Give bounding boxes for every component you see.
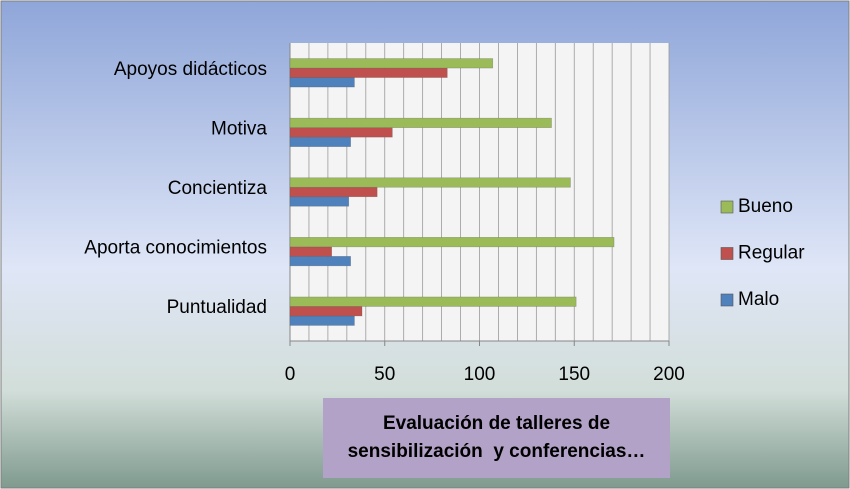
bar (289, 136, 351, 147)
bar (289, 77, 355, 88)
chart-title: Evaluación de talleres de sensibilizació… (323, 398, 670, 478)
bar (289, 186, 378, 198)
bar (289, 196, 350, 207)
legend-label: Malo (738, 289, 779, 310)
legend-label: Regular (738, 243, 805, 264)
y-tick-label: Motiva (211, 118, 267, 139)
x-tick-label: 100 (464, 364, 496, 385)
x-tick-label: 200 (653, 364, 685, 385)
bar (289, 177, 571, 188)
x-tick-label: 0 (285, 364, 296, 385)
legend-swatch (720, 200, 734, 214)
bar (289, 58, 494, 69)
bar (289, 296, 577, 307)
bar (289, 117, 552, 128)
y-tick-label: Aporta conocimientos (84, 238, 267, 259)
y-tick-label: Concientiza (168, 178, 268, 199)
bar (289, 315, 355, 326)
legend-swatch (720, 247, 734, 260)
bar (289, 237, 615, 248)
bar (289, 246, 332, 257)
x-tick-label: 150 (558, 364, 590, 385)
bar (289, 127, 393, 138)
bar (289, 306, 363, 317)
x-tick-label: 50 (374, 364, 395, 385)
y-tick-label: Puntualidad (167, 297, 267, 318)
legend-label: Bueno (738, 196, 793, 217)
legend-swatch (720, 293, 734, 307)
bar (289, 67, 448, 78)
bar (289, 256, 351, 267)
y-tick-label: Apoyos didácticos (114, 59, 267, 80)
